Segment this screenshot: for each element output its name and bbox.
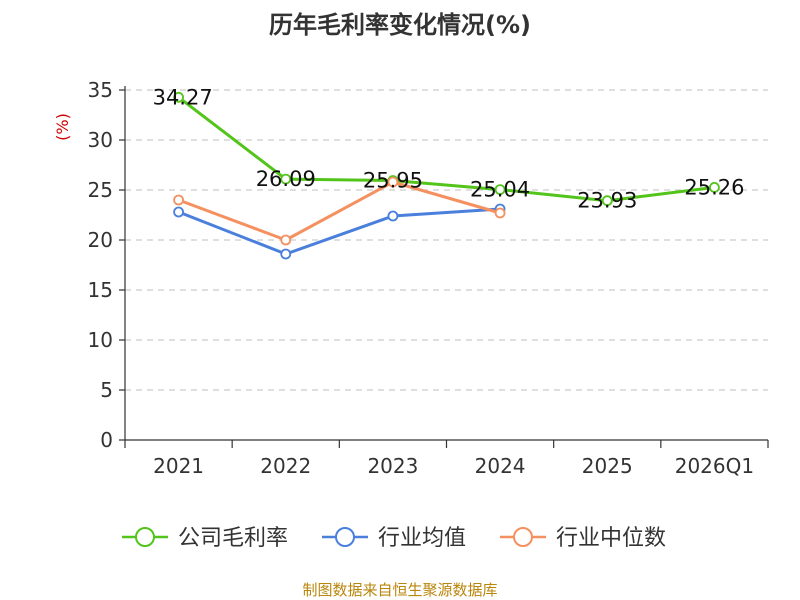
y-tick-label: 15 — [88, 278, 113, 302]
legend-label: 公司毛利率 — [178, 526, 288, 551]
x-tick-label: 2026Q1 — [675, 454, 754, 478]
y-tick-label: 35 — [88, 78, 113, 102]
data-label: 25.04 — [470, 178, 530, 202]
data-label: 26.09 — [256, 167, 316, 191]
data-point — [173, 194, 184, 206]
x-tick-label: 2021 — [153, 454, 204, 478]
data-point — [709, 181, 720, 193]
series-line-2 — [178, 207, 501, 256]
legend-label: 行业均值 — [378, 526, 466, 551]
y-tick-label: 30 — [88, 128, 113, 152]
grid-lines — [125, 89, 768, 391]
legend-marker — [335, 527, 355, 547]
series-line-3 — [178, 180, 501, 242]
source-note: 制图数据来自恒生聚源数据库 — [302, 581, 497, 599]
data-label: 25.95 — [363, 169, 423, 193]
data-point — [173, 91, 184, 103]
y-tick-label: 5 — [100, 378, 113, 402]
legend-marker — [135, 527, 155, 547]
chart-title: 历年毛利率变化情况(%) — [269, 11, 531, 39]
legend-item: 行业中位数 — [500, 526, 666, 551]
x-tick-label: 2024 — [475, 454, 526, 478]
data-point — [601, 195, 613, 207]
data-label: 23.93 — [577, 189, 637, 213]
y-axis-label: (%) — [53, 113, 72, 141]
y-tick-label: 10 — [88, 328, 113, 352]
data-point — [494, 184, 506, 196]
data-point — [280, 248, 292, 260]
legend-marker — [513, 527, 533, 547]
y-tick-label: 25 — [88, 178, 113, 202]
legend: 公司毛利率 行业均值 行业中位数 — [122, 526, 666, 551]
legend-item: 行业均值 — [322, 526, 466, 551]
data-label: 34.27 — [153, 85, 213, 109]
series-line-1 — [177, 96, 715, 203]
y-tick-label: 0 — [100, 428, 113, 452]
y-tick-label: 20 — [88, 228, 113, 252]
data-point — [387, 210, 399, 222]
data-point — [387, 176, 399, 188]
data-point — [494, 207, 506, 219]
x-tick-label: 2023 — [367, 454, 418, 478]
data-label: 25.26 — [684, 175, 744, 199]
data-point — [280, 234, 292, 246]
legend-item: 公司毛利率 — [122, 526, 288, 551]
x-tick-label: 2025 — [582, 454, 633, 478]
data-point — [280, 173, 292, 185]
x-tick-label: 2022 — [260, 454, 311, 478]
data-labels: 34.27 26.09 25.95 25.04 23.93 25.26 — [153, 85, 745, 212]
legend-label: 行业中位数 — [556, 526, 666, 551]
data-point — [173, 206, 184, 218]
series-group — [173, 91, 720, 260]
